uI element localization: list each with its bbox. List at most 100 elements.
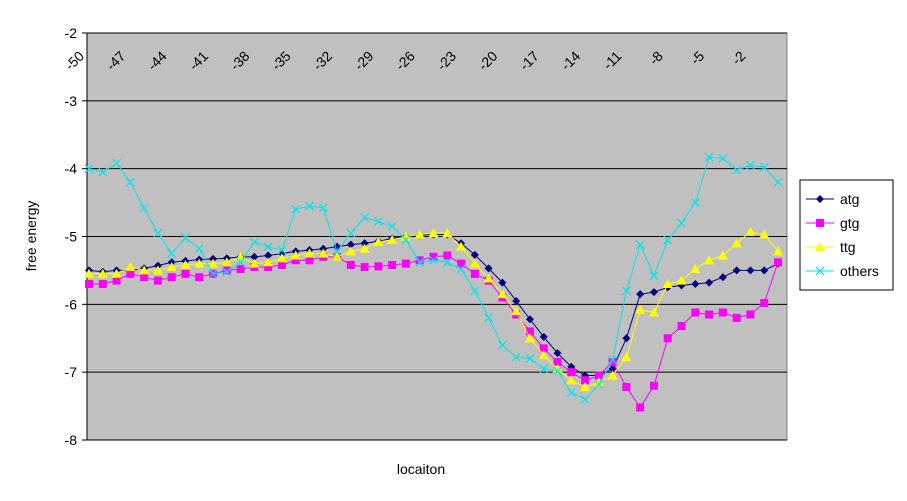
marker [318,248,329,258]
marker [429,255,438,265]
y-axis-label: free energy [23,201,39,272]
marker [263,257,274,267]
marker [718,308,727,317]
marker [718,273,727,282]
y-tick-label: -2 [65,25,78,41]
marker [539,344,548,353]
marker [345,246,356,256]
marker [636,290,645,299]
marker [732,165,742,175]
marker [360,263,369,272]
legend-label: gtg [840,215,859,231]
marker [759,229,770,239]
marker [305,256,314,265]
marker [305,201,314,211]
marker [112,276,121,285]
marker [594,371,603,380]
marker [195,273,204,282]
marker [125,177,135,187]
marker [636,403,645,412]
marker [690,264,701,274]
marker [249,237,259,247]
y-tick-label: -8 [65,432,78,448]
marker [691,308,700,317]
marker [621,352,632,362]
marker [567,368,576,377]
marker [717,250,728,260]
marker [511,306,522,316]
marker [373,217,383,227]
y-tick-label: -5 [65,229,78,245]
marker [663,334,672,343]
marker [222,266,231,275]
marker [553,366,562,376]
marker [373,236,384,246]
marker [759,162,769,172]
marker [566,388,576,397]
marker [139,265,150,275]
marker [112,158,121,168]
marker [677,218,686,228]
marker [705,278,714,287]
marker [608,357,617,366]
marker [732,313,741,322]
marker [346,260,355,269]
marker [291,256,300,265]
marker [414,229,425,239]
marker [290,250,301,260]
series [84,226,783,392]
marker [525,327,534,336]
marker [429,252,438,261]
marker [815,266,825,276]
marker [525,354,535,364]
marker [608,355,618,365]
marker [622,383,631,392]
marker [816,219,824,227]
marker [622,334,631,343]
marker [731,238,742,248]
marker [249,258,260,268]
marker [470,269,479,278]
marker [704,152,714,162]
x-axis-label: locaiton [397,461,445,477]
marker [512,296,521,305]
legend-label: atg [840,191,859,207]
marker [346,240,355,249]
marker [276,253,287,263]
marker [387,221,397,231]
marker [304,248,315,258]
marker [469,258,480,268]
y-tick-label: -4 [65,161,78,177]
marker [676,275,687,285]
legend-label: ttg [840,239,856,255]
marker [760,266,769,275]
marker [125,262,136,272]
marker [140,273,149,282]
marker [566,375,577,385]
marker [662,278,673,288]
marker [332,251,343,261]
marker [97,268,108,278]
marker [773,246,783,256]
marker [180,259,191,269]
marker [194,258,205,268]
marker [816,195,824,203]
marker [263,242,273,252]
marker [773,177,783,187]
marker [718,154,728,163]
series [84,152,783,404]
marker [677,322,686,331]
marker [746,266,755,275]
marker [194,244,204,254]
marker [277,245,287,255]
x-tick-label: -50 [61,48,87,74]
marker [470,250,479,259]
marker [264,251,273,260]
marker [208,258,219,268]
marker [442,257,452,267]
marker [332,246,342,256]
marker [167,273,176,282]
marker [443,251,452,260]
marker [649,271,659,281]
